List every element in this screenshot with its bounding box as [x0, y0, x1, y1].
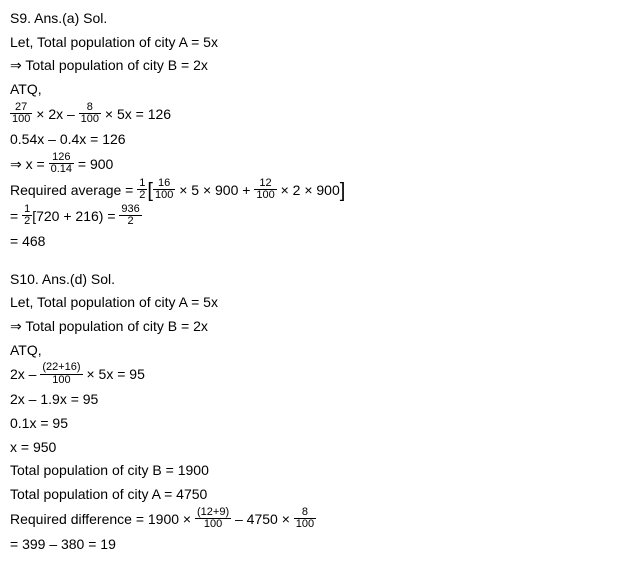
s10-line4: 2x – (22+16) 100 × 5x = 95 — [10, 363, 614, 387]
fraction: 8 100 — [294, 507, 316, 531]
fraction: 126 0.14 — [49, 152, 74, 176]
s9-line1: Let, Total population of city A = 5x — [10, 32, 614, 54]
solution-s10: S10. Ans.(d) Sol. Let, Total population … — [10, 269, 614, 556]
s10-line3: ATQ, — [10, 340, 614, 362]
s10-line9: Total population of city A = 4750 — [10, 484, 614, 506]
fraction: 1 2 — [22, 204, 32, 228]
fraction: 16 100 — [153, 178, 175, 202]
s9-header: S9. Ans.(a) Sol. — [10, 8, 614, 30]
s9-line3: ATQ, — [10, 79, 614, 101]
s10-line8: Total population of city B = 1900 — [10, 460, 614, 482]
fraction: 1 2 — [137, 178, 147, 202]
s10-line5: 2x – 1.9x = 95 — [10, 389, 614, 411]
s10-line2: ⇒ Total population of city B = 2x — [10, 316, 614, 338]
s10-line7: x = 950 — [10, 437, 614, 459]
s10-line10: Required difference = 1900 × (12+9) 100 … — [10, 508, 614, 532]
s9-line8: = 1 2 [720 + 216) = 936 2 — [10, 205, 614, 229]
fraction: 936 2 — [119, 204, 141, 228]
s10-line1: Let, Total population of city A = 5x — [10, 292, 614, 314]
s9-line7: Required average = 1 2 [ 16 100 × 5 × 90… — [10, 179, 614, 203]
s10-line6: 0.1x = 95 — [10, 413, 614, 435]
fraction: 12 100 — [254, 178, 276, 202]
s9-line5: 0.54x – 0.4x = 126 — [10, 129, 614, 151]
fraction: 8 100 — [79, 102, 101, 126]
s9-line6: ⇒ x = 126 0.14 = 900 — [10, 153, 614, 177]
s9-line4: 27 100 × 2x – 8 100 × 5x = 126 — [10, 103, 614, 127]
s9-line9: = 468 — [10, 231, 614, 253]
fraction: (12+9) 100 — [195, 507, 231, 531]
s10-header: S10. Ans.(d) Sol. — [10, 269, 614, 291]
solution-s9: S9. Ans.(a) Sol. Let, Total population o… — [10, 8, 614, 253]
fraction: 27 100 — [10, 102, 32, 126]
fraction: (22+16) 100 — [40, 362, 82, 386]
s10-line11: = 399 – 380 = 19 — [10, 534, 614, 556]
s9-line2: ⇒ Total population of city B = 2x — [10, 55, 614, 77]
